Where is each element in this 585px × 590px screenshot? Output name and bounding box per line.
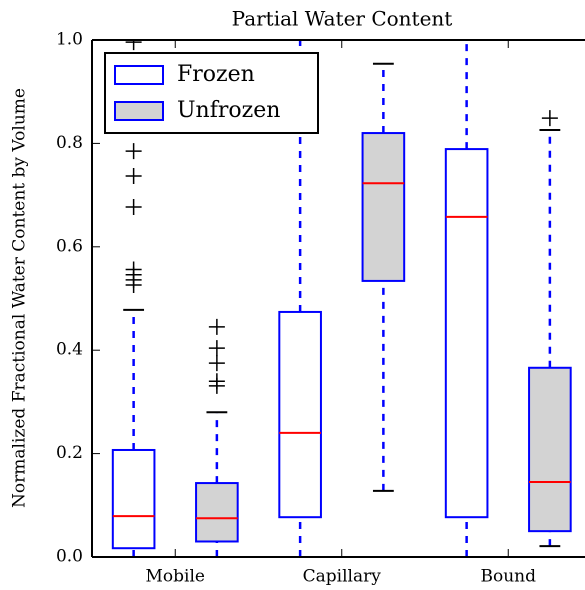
flier (125, 143, 142, 160)
flier (208, 355, 225, 372)
flier (208, 340, 225, 357)
y-tick-label: 0.4 (56, 340, 83, 360)
box (444, 148, 489, 519)
y-tick-label: 0.8 (56, 133, 83, 153)
legend-swatch (114, 101, 164, 121)
box (361, 132, 406, 282)
flier (125, 198, 142, 215)
flier (208, 377, 225, 394)
flier (125, 167, 142, 184)
flier (125, 277, 142, 294)
flier (125, 40, 142, 51)
legend-swatch (114, 65, 164, 85)
legend-label: Unfrozen (177, 98, 280, 123)
y-tick-label: 0.0 (56, 547, 83, 567)
x-tick-label: Mobile (146, 567, 205, 587)
y-tick-label: 0.6 (56, 236, 83, 256)
flier (208, 318, 225, 335)
x-tick-label: Bound (480, 567, 536, 587)
box (195, 482, 239, 543)
flier (541, 110, 558, 127)
y-tick-label: 1.0 (56, 30, 83, 50)
chart-title: Partial Water Content (232, 7, 453, 31)
box (111, 448, 156, 550)
legend-label: Frozen (177, 62, 255, 87)
plot-area (111, 40, 572, 557)
y-axis-label: Normalized Fractional Water Content by V… (10, 88, 30, 508)
box (528, 366, 572, 533)
y-tick-label: 0.2 (56, 443, 83, 463)
box (278, 310, 322, 519)
x-tick-label: Capillary (303, 567, 382, 587)
